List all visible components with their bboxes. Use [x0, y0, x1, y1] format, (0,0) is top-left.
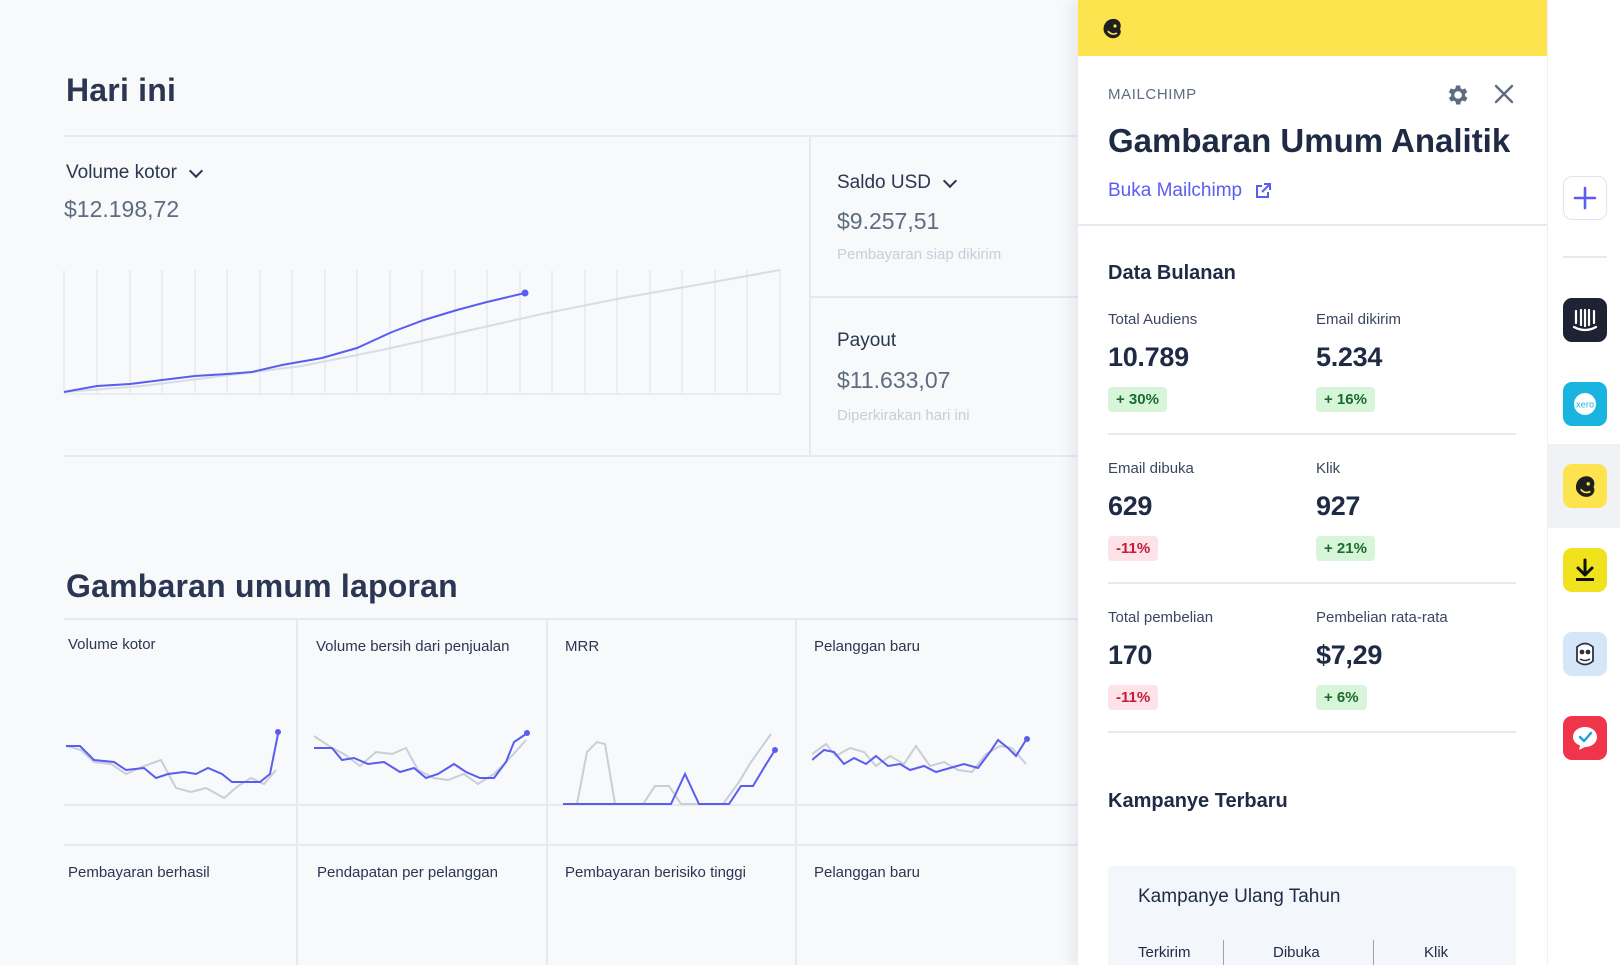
- gross-volume-sparkline: [66, 729, 281, 800]
- divider: [64, 618, 1080, 620]
- report-cell-revenue-per-customer[interactable]: Pendapatan per pelanggan: [317, 864, 498, 881]
- chevron-down-icon: [188, 163, 203, 178]
- owl-app-icon[interactable]: [1563, 632, 1607, 676]
- chevron-down-icon: [942, 173, 958, 188]
- metric-value: 10.789: [1108, 342, 1189, 372]
- metric-value: 629: [1108, 491, 1153, 521]
- trend-badge-up: + 16%: [1316, 387, 1375, 412]
- panel-header-bar: [1078, 0, 1547, 56]
- divider: [1078, 224, 1547, 226]
- usd-balance-label: Saldo USD: [837, 172, 931, 193]
- gross-volume-chart: [63, 269, 781, 395]
- divider: [1563, 256, 1607, 258]
- metric-label: Total pembelian: [1108, 609, 1214, 626]
- monthly-data-title: Data Bulanan: [1108, 262, 1236, 284]
- divider: [296, 619, 298, 965]
- intercom-icon[interactable]: [1563, 298, 1607, 342]
- xero-icon[interactable]: xero: [1563, 382, 1607, 426]
- divider: [1108, 433, 1516, 435]
- mrr-sparkline: [563, 733, 778, 805]
- open-mailchimp-link[interactable]: Buka Mailchimp: [1108, 180, 1272, 202]
- metric-label: Pembelian rata-rata: [1316, 609, 1448, 626]
- reports-title: Gambaran umum laporan: [66, 568, 458, 604]
- metric-value: 170: [1108, 640, 1153, 670]
- divider: [1108, 731, 1516, 733]
- campaign-name: Kampanye Ulang Tahun: [1138, 886, 1341, 907]
- usd-balance-value: $9.257,51: [837, 208, 940, 234]
- divider: [810, 296, 1080, 298]
- trend-badge-up: + 6%: [1316, 685, 1367, 710]
- panel-kicker: MAILCHIMP: [1108, 86, 1197, 103]
- mailchimp-panel: MAILCHIMP Gambaran Umum Analitik Buka Ma…: [1078, 0, 1547, 965]
- divider: [64, 844, 1080, 846]
- gross-volume-label: Volume kotor: [66, 162, 177, 183]
- app-rail: xero: [1547, 0, 1620, 965]
- divider: [64, 455, 1080, 457]
- external-link-icon: [1256, 183, 1272, 198]
- open-mailchimp-label: Buka Mailchimp: [1108, 180, 1243, 201]
- trend-badge-up: + 30%: [1108, 387, 1167, 412]
- new-customers-sparkline: [812, 736, 1030, 774]
- gross-volume-value: $12.198,72: [64, 196, 180, 222]
- dashboard-main: Hari ini Volume kotor $12.198,72 Saldo U…: [63, 72, 1080, 965]
- campaign-col-opened: Dibuka: [1273, 944, 1320, 961]
- mailchimp-icon[interactable]: [1563, 464, 1607, 508]
- metric-value: 927: [1316, 491, 1361, 521]
- close-icon[interactable]: [1492, 82, 1516, 106]
- download-app-icon[interactable]: [1563, 548, 1607, 592]
- report-cell-high-risk-payments[interactable]: Pembayaran berisiko tinggi: [565, 864, 746, 881]
- campaign-col-sent: Terkirim: [1138, 944, 1191, 961]
- usd-balance-note: Pembayaran siap dikirim: [837, 246, 1002, 263]
- add-icon[interactable]: [1563, 176, 1607, 220]
- report-cell-new-customers-2[interactable]: Pelanggan baru: [814, 864, 920, 881]
- trend-badge-down: -11%: [1108, 536, 1159, 561]
- metric-label: Klik: [1316, 460, 1341, 477]
- divider: [546, 619, 548, 965]
- divider: [1373, 940, 1374, 965]
- svg-text:xero: xero: [1576, 401, 1595, 411]
- report-cell-gross-volume[interactable]: Volume kotor: [68, 636, 156, 653]
- report-cell-successful-payments[interactable]: Pembayaran berhasil: [68, 864, 210, 881]
- divider: [1108, 582, 1516, 584]
- payout-note: Diperkirakan hari ini: [837, 407, 970, 424]
- metric-label: Email dibuka: [1108, 460, 1194, 477]
- trend-badge-up: + 21%: [1316, 536, 1375, 561]
- report-cell-net-volume[interactable]: Volume bersih dari penjualan: [316, 638, 510, 655]
- panel-title: Gambaran Umum Analitik: [1108, 122, 1511, 159]
- metric-value: 5.234: [1316, 342, 1383, 372]
- trend-badge-down: -11%: [1108, 685, 1159, 710]
- metric-label: Email dikirim: [1316, 311, 1402, 328]
- report-cell-new-customers[interactable]: Pelanggan baru: [814, 638, 920, 655]
- divider: [795, 619, 797, 965]
- gear-icon[interactable]: [1444, 82, 1470, 108]
- metric-value: $7,29: [1316, 640, 1383, 670]
- payout-value: $11.633,07: [837, 367, 951, 393]
- checkmark-chat-icon[interactable]: [1563, 716, 1607, 760]
- recent-campaigns-title: Kampanye Terbaru: [1108, 790, 1288, 812]
- net-volume-sparkline: [314, 730, 530, 786]
- divider: [64, 135, 1080, 137]
- metric-label: Total Audiens: [1108, 311, 1198, 328]
- payout-label: Payout: [837, 330, 897, 351]
- report-cell-mrr[interactable]: MRR: [565, 638, 600, 655]
- mailchimp-logo-icon: [1103, 18, 1121, 39]
- today-title: Hari ini: [66, 72, 177, 108]
- divider: [1223, 940, 1224, 965]
- campaign-card[interactable]: Kampanye Ulang Tahun Terkirim Dibuka Kli…: [1108, 866, 1516, 965]
- usd-balance-dropdown[interactable]: Saldo USD: [837, 172, 958, 194]
- campaign-col-clicks: Klik: [1424, 944, 1449, 961]
- gross-volume-dropdown[interactable]: Volume kotor: [66, 162, 203, 184]
